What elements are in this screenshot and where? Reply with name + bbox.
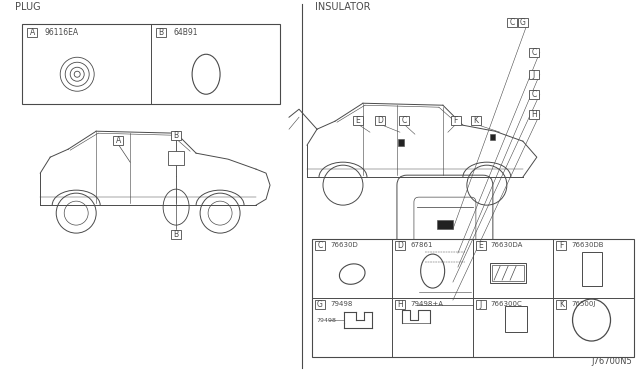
Text: E: E	[356, 116, 360, 125]
Bar	[529, 90, 539, 99]
Bar	[490, 134, 495, 140]
Bar	[353, 116, 363, 125]
Text: C: C	[401, 116, 406, 125]
Bar	[518, 18, 528, 27]
Bar	[22, 24, 280, 104]
Text: C: C	[531, 48, 536, 57]
Text: 76630DA: 76630DA	[491, 242, 524, 248]
Text: G: G	[317, 299, 323, 308]
Bar	[476, 241, 486, 250]
Bar	[396, 299, 405, 308]
Bar	[556, 299, 566, 308]
Bar	[315, 299, 325, 308]
Bar	[171, 131, 181, 140]
Text: F: F	[559, 241, 563, 250]
Bar	[529, 70, 539, 79]
Text: 79498: 79498	[316, 318, 336, 323]
Bar	[471, 116, 481, 125]
Bar	[28, 28, 37, 37]
Bar	[476, 299, 486, 308]
Text: F: F	[454, 116, 458, 125]
Text: PLUG: PLUG	[15, 2, 41, 12]
Text: 96116EA: 96116EA	[44, 28, 78, 37]
FancyBboxPatch shape	[397, 175, 493, 339]
Bar	[156, 28, 166, 37]
Bar	[168, 151, 184, 165]
Bar	[375, 116, 385, 125]
Bar	[171, 230, 181, 238]
Text: B: B	[159, 28, 164, 37]
Text: A: A	[116, 136, 121, 145]
Text: 76500J: 76500J	[572, 301, 596, 307]
Text: B: B	[173, 230, 179, 238]
Text: INSULATOR: INSULATOR	[315, 2, 371, 12]
Bar	[582, 252, 602, 286]
Text: B: B	[173, 131, 179, 140]
Bar	[507, 18, 517, 27]
Bar	[529, 48, 539, 57]
Bar	[315, 241, 325, 250]
Text: 79498: 79498	[330, 301, 353, 307]
Text: D: D	[377, 116, 383, 125]
Bar	[490, 263, 526, 283]
Text: 67861: 67861	[410, 242, 433, 248]
Text: 79498+A: 79498+A	[410, 301, 444, 307]
Text: K: K	[474, 116, 478, 125]
Bar	[492, 265, 524, 281]
Text: 76630DB: 76630DB	[572, 242, 604, 248]
FancyBboxPatch shape	[414, 197, 476, 317]
Bar	[398, 139, 404, 146]
Text: J76700N5: J76700N5	[591, 357, 632, 366]
Bar	[437, 220, 453, 229]
Text: A: A	[29, 28, 35, 37]
Text: C: C	[317, 241, 323, 250]
Text: G: G	[520, 18, 526, 27]
Text: C: C	[509, 18, 515, 27]
Bar	[312, 239, 634, 357]
Text: J: J	[532, 70, 535, 79]
Text: 76630D: 76630D	[330, 242, 358, 248]
Bar	[505, 306, 527, 332]
Bar	[113, 136, 123, 145]
Text: E: E	[479, 241, 483, 250]
Bar	[529, 110, 539, 119]
Bar	[437, 296, 453, 305]
Bar	[451, 116, 461, 125]
Bar	[556, 241, 566, 250]
Text: C: C	[531, 90, 536, 99]
Text: 64B91: 64B91	[173, 28, 198, 37]
Bar	[396, 241, 405, 250]
Text: D: D	[397, 241, 403, 250]
Text: H: H	[531, 110, 537, 119]
Text: H: H	[397, 299, 403, 308]
Text: 766300C: 766300C	[491, 301, 523, 307]
Text: K: K	[559, 299, 564, 308]
Text: J: J	[480, 299, 482, 308]
Bar	[399, 116, 409, 125]
